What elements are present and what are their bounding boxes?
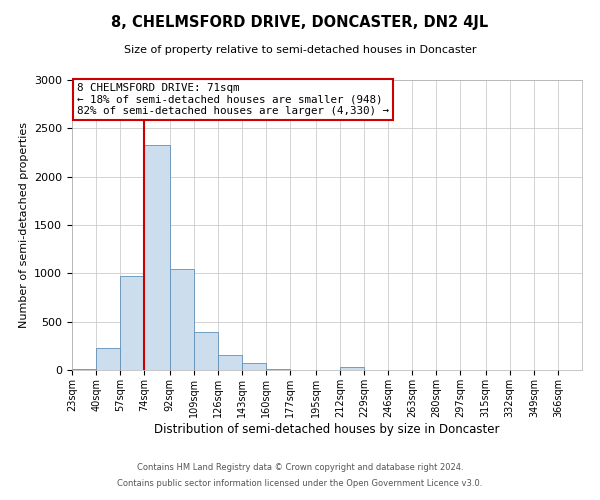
Text: Contains HM Land Registry data © Crown copyright and database right 2024.: Contains HM Land Registry data © Crown c… [137,464,463,472]
Bar [340,367,364,370]
Y-axis label: Number of semi-detached properties: Number of semi-detached properties [19,122,29,328]
X-axis label: Distribution of semi-detached houses by size in Doncaster: Distribution of semi-detached houses by … [154,422,500,436]
Bar [218,354,242,370]
Text: 8, CHELMSFORD DRIVE, DONCASTER, DN2 4JL: 8, CHELMSFORD DRIVE, DONCASTER, DN2 4JL [112,15,488,30]
Bar [120,276,144,370]
Bar [144,145,170,370]
Bar [266,368,290,370]
Bar [242,363,266,370]
Bar [96,348,120,370]
Bar [170,270,194,370]
Text: Contains public sector information licensed under the Open Government Licence v3: Contains public sector information licen… [118,478,482,488]
Bar [194,332,218,370]
Text: Size of property relative to semi-detached houses in Doncaster: Size of property relative to semi-detach… [124,45,476,55]
Bar [72,368,96,370]
Text: 8 CHELMSFORD DRIVE: 71sqm
← 18% of semi-detached houses are smaller (948)
82% of: 8 CHELMSFORD DRIVE: 71sqm ← 18% of semi-… [77,83,389,116]
